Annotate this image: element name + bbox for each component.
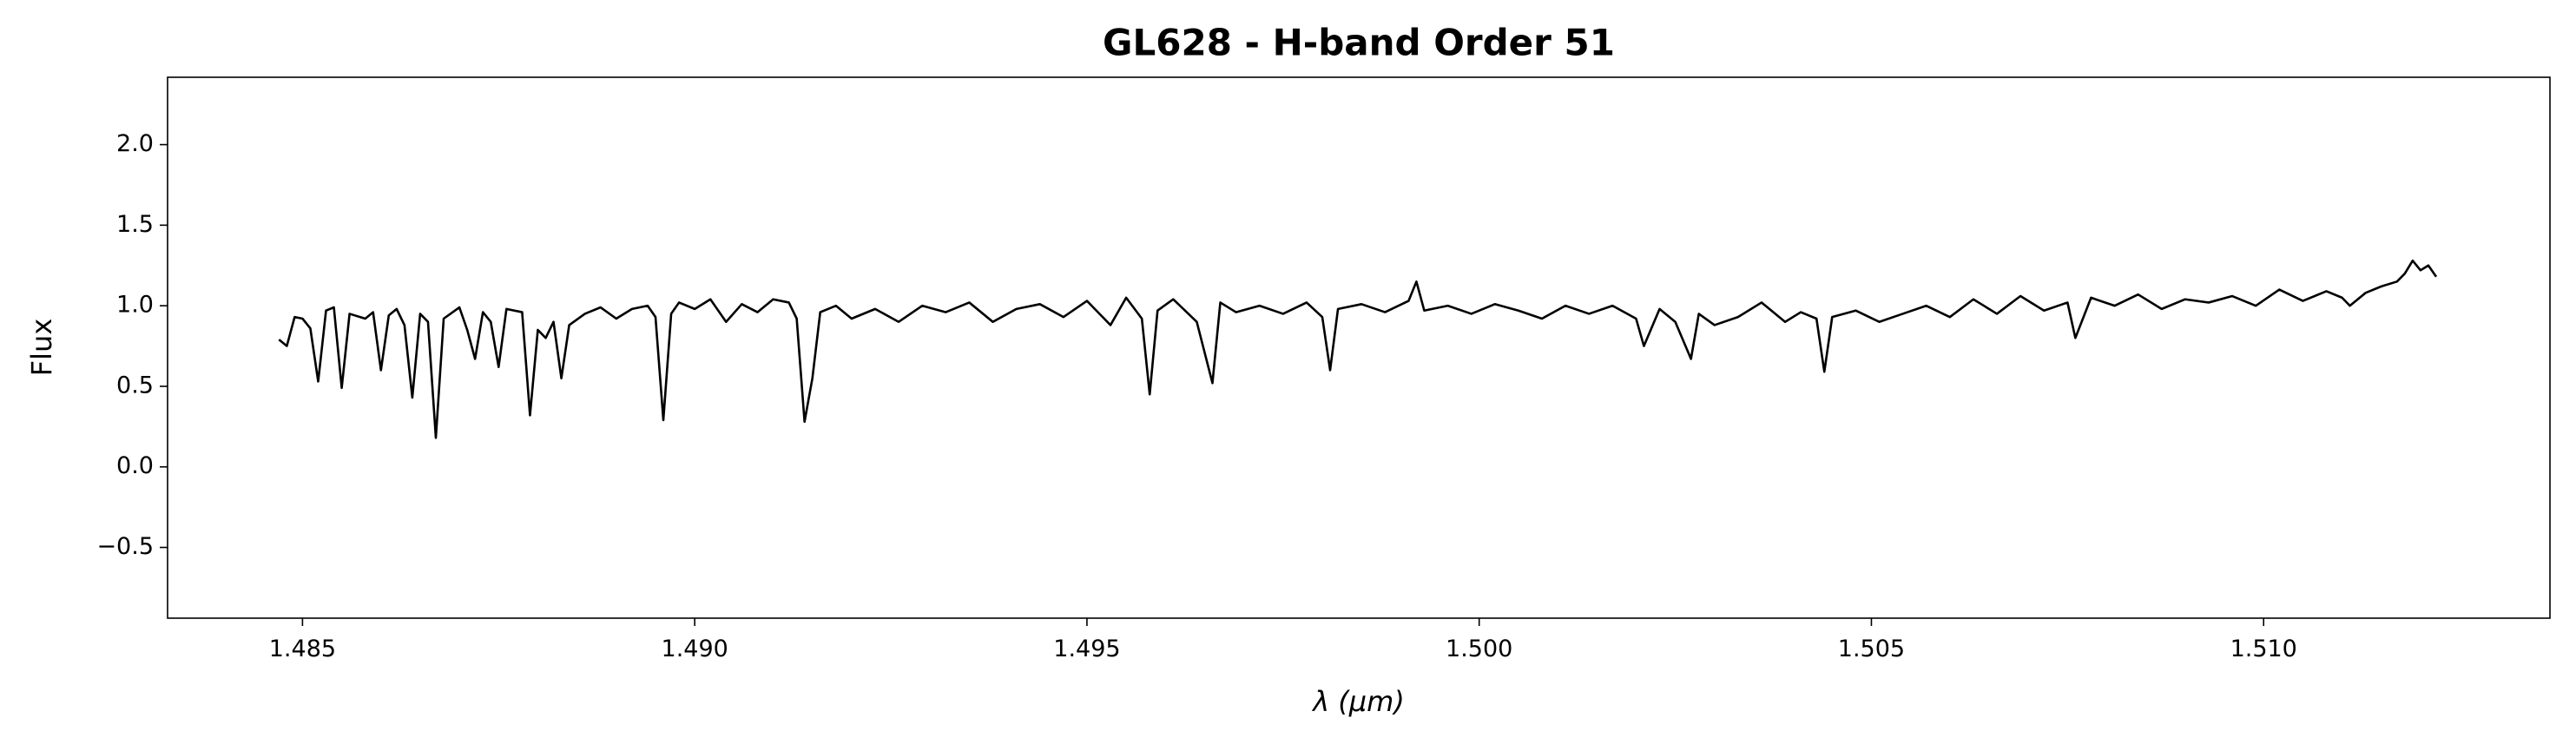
chart-title: GL628 - H-band Order 51 xyxy=(1103,22,1615,64)
y-tick-label: 1.5 xyxy=(116,211,154,238)
x-tick-label: 1.505 xyxy=(1838,636,1905,662)
y-tick-label: −0.5 xyxy=(96,533,154,560)
y-tick-label: 2.0 xyxy=(116,130,154,157)
y-tick-label: 0.5 xyxy=(116,372,154,399)
x-tick-label: 1.500 xyxy=(1446,636,1512,662)
x-tick-label: 1.495 xyxy=(1053,636,1120,662)
plot-frame xyxy=(167,76,2551,619)
y-tick-label: 0.0 xyxy=(116,452,154,479)
y-axis-label: Flux xyxy=(25,319,58,377)
x-axis-label: λ (μm) xyxy=(1311,685,1405,718)
x-tick-label: 1.485 xyxy=(269,636,336,662)
x-tick-label: 1.490 xyxy=(662,636,728,662)
spectrum-line xyxy=(278,259,2438,439)
y-tick-label: 1.0 xyxy=(116,292,154,319)
x-tick-label: 1.510 xyxy=(2230,636,2297,662)
